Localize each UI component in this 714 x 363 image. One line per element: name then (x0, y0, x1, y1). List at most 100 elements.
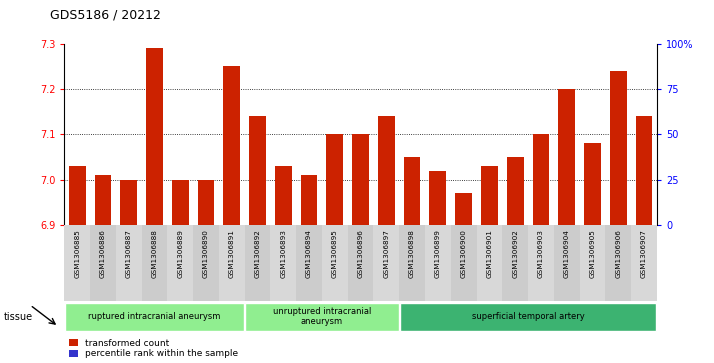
Bar (451, 225, 476, 301)
Bar (605, 225, 631, 301)
Bar (301, 175, 318, 225)
Text: unruptured intracranial
aneurysm: unruptured intracranial aneurysm (273, 307, 371, 326)
Bar (502, 225, 528, 301)
Text: GSM1306894: GSM1306894 (306, 229, 312, 278)
Bar (352, 134, 369, 225)
Bar (64, 225, 90, 301)
Bar (507, 157, 523, 225)
Bar (223, 66, 240, 225)
Bar (348, 225, 373, 301)
Bar (198, 221, 214, 225)
Bar (219, 225, 245, 301)
Bar (146, 48, 163, 225)
FancyBboxPatch shape (65, 303, 244, 331)
Bar (425, 225, 451, 301)
Bar (554, 225, 580, 301)
Bar (481, 211, 498, 225)
Bar (631, 225, 657, 301)
Bar (378, 180, 395, 225)
Bar (141, 225, 167, 301)
Text: GSM1306906: GSM1306906 (615, 229, 621, 278)
Text: GSM1306902: GSM1306902 (512, 229, 518, 278)
Bar (249, 116, 266, 225)
Bar (120, 180, 137, 225)
Text: GSM1306888: GSM1306888 (151, 229, 158, 278)
Bar (399, 225, 425, 301)
Bar (94, 221, 111, 225)
Bar (116, 225, 141, 301)
Bar (584, 207, 601, 225)
Bar (167, 225, 193, 301)
Bar (223, 192, 240, 225)
Bar (456, 220, 472, 225)
Bar (301, 216, 318, 225)
Text: GSM1306907: GSM1306907 (641, 229, 647, 278)
Bar (69, 221, 86, 225)
Text: GSM1306905: GSM1306905 (590, 229, 595, 278)
Text: ruptured intracranial aneurysm: ruptured intracranial aneurysm (89, 312, 221, 321)
Text: GSM1306895: GSM1306895 (332, 229, 338, 278)
Bar (430, 171, 446, 225)
Bar (271, 225, 296, 301)
Text: GSM1306898: GSM1306898 (409, 229, 415, 278)
Bar (120, 221, 137, 225)
Bar (580, 225, 605, 301)
Bar (430, 216, 446, 225)
Bar (558, 89, 575, 225)
Bar (635, 116, 653, 225)
Bar (296, 225, 322, 301)
Bar (90, 225, 116, 301)
Bar (249, 207, 266, 225)
Text: GSM1306900: GSM1306900 (461, 229, 467, 278)
Bar (481, 166, 498, 225)
Bar (275, 166, 291, 225)
Bar (507, 216, 523, 225)
Text: GSM1306903: GSM1306903 (538, 229, 544, 278)
Bar (326, 211, 343, 225)
Text: GSM1306899: GSM1306899 (435, 229, 441, 278)
Bar (172, 180, 188, 225)
Text: GSM1306890: GSM1306890 (203, 229, 209, 278)
Bar (326, 134, 343, 225)
Bar (610, 180, 627, 225)
Bar (533, 134, 549, 225)
Text: GSM1306901: GSM1306901 (486, 229, 493, 278)
Bar (69, 166, 86, 225)
Bar (146, 220, 163, 225)
Text: GSM1306892: GSM1306892 (254, 229, 261, 278)
Text: GSM1306889: GSM1306889 (177, 229, 183, 278)
Bar (198, 180, 214, 225)
FancyBboxPatch shape (400, 303, 656, 331)
Bar (403, 189, 421, 225)
Legend: transformed count, percentile rank within the sample: transformed count, percentile rank withi… (69, 339, 238, 359)
Bar (378, 116, 395, 225)
Bar (373, 225, 399, 301)
FancyBboxPatch shape (245, 303, 398, 331)
Text: GSM1306887: GSM1306887 (126, 229, 131, 278)
Bar (352, 211, 369, 225)
Bar (403, 157, 421, 225)
Bar (635, 185, 653, 225)
Bar (584, 143, 601, 225)
Bar (322, 225, 348, 301)
Bar (533, 180, 549, 225)
Text: tissue: tissue (4, 311, 33, 322)
Bar (172, 221, 188, 225)
Text: GSM1306896: GSM1306896 (358, 229, 363, 278)
Bar (476, 225, 502, 301)
Text: GSM1306886: GSM1306886 (100, 229, 106, 278)
Bar (193, 225, 219, 301)
Bar (245, 225, 271, 301)
Text: superficial temporal artery: superficial temporal artery (472, 312, 585, 321)
Text: GSM1306891: GSM1306891 (228, 229, 235, 278)
Bar (528, 225, 554, 301)
Text: GSM1306897: GSM1306897 (383, 229, 389, 278)
Bar (94, 175, 111, 225)
Text: GSM1306893: GSM1306893 (281, 229, 286, 278)
Bar (456, 193, 472, 225)
Text: GDS5186 / 20212: GDS5186 / 20212 (50, 9, 161, 22)
Bar (558, 180, 575, 225)
Bar (275, 221, 291, 225)
Text: GSM1306885: GSM1306885 (74, 229, 80, 278)
Bar (610, 71, 627, 225)
